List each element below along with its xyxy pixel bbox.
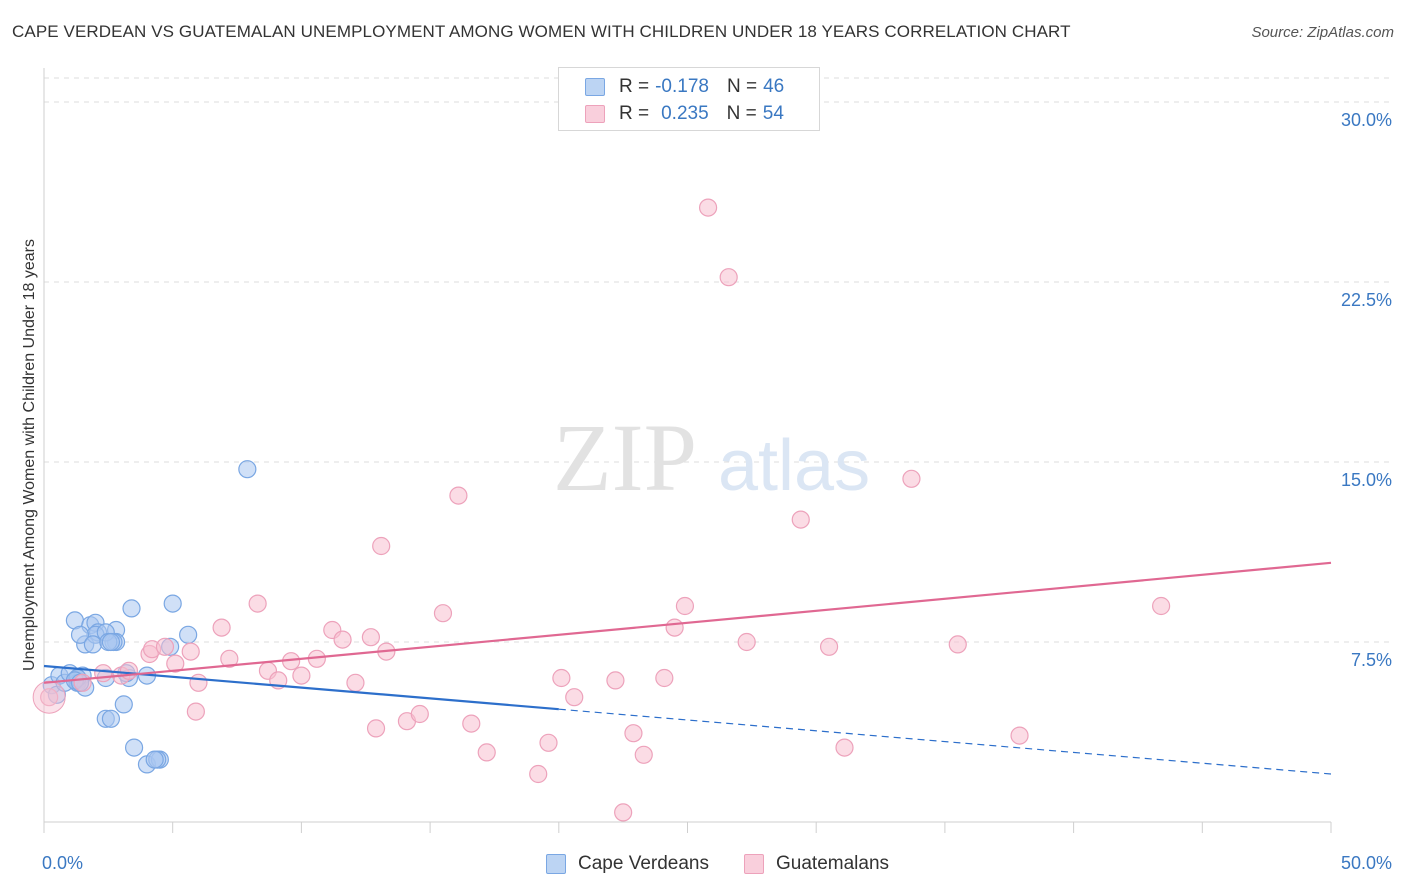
series-legend-guatemalans: Guatemalans <box>744 852 889 876</box>
trend-line-cape-verdeans-projection <box>558 708 1332 775</box>
data-point <box>101 632 121 652</box>
data-point <box>119 661 139 680</box>
data-point <box>114 695 133 714</box>
data-point <box>433 604 453 623</box>
trend-line-guatemalans <box>43 561 1332 684</box>
data-point-large <box>32 680 66 714</box>
data-point <box>791 510 810 529</box>
legend-n-value: 46 <box>763 76 785 97</box>
legend-r-value: -0.178 <box>655 76 709 97</box>
data-point <box>366 719 386 738</box>
y-tick-label: 30.0% <box>1340 110 1392 130</box>
legend-r-label: R = <box>619 103 650 124</box>
data-point <box>155 637 175 656</box>
data-point <box>624 724 643 743</box>
data-point <box>410 704 429 724</box>
data-point <box>698 198 718 217</box>
data-point <box>552 668 571 688</box>
legend-row-guatemalans: R = 0.235 N = 54 <box>585 102 784 126</box>
data-point <box>186 702 205 721</box>
data-point <box>655 668 674 688</box>
data-point <box>145 750 164 769</box>
data-point <box>212 618 231 637</box>
data-point <box>665 618 684 637</box>
data-point <box>462 714 481 733</box>
data-point <box>1152 596 1171 616</box>
data-point <box>181 642 200 661</box>
data-point <box>94 664 113 683</box>
data-point <box>83 635 103 654</box>
y-axis-label: Unemployment Among Women with Children U… <box>21 239 38 671</box>
watermark-zip: ZIP <box>553 404 697 511</box>
trend-line-cape-verdeans <box>43 664 559 711</box>
data-point <box>361 628 380 647</box>
data-point <box>737 632 756 652</box>
correlation-legend: R = -0.178 N = 46 R = 0.235 N = 54 <box>558 67 820 131</box>
data-point <box>675 596 695 616</box>
data-point <box>614 803 633 822</box>
series-swatch-pink <box>744 854 764 874</box>
legend-swatch-blue <box>585 78 605 96</box>
data-point <box>372 536 391 556</box>
x-tick-label: 0.0% <box>42 853 84 873</box>
y-tick-label: 7.5% <box>1350 650 1392 670</box>
trend-lines <box>43 561 1332 775</box>
legend-r-value: 0.235 <box>661 103 709 124</box>
legend-swatch-pink <box>585 105 605 123</box>
data-point <box>634 745 653 764</box>
data-point <box>122 599 141 618</box>
source-label: Source: ZipAtlas.com <box>1251 24 1394 41</box>
x-tick-label: 50.0% <box>1340 853 1392 873</box>
data-point <box>333 630 352 649</box>
data-point <box>1010 726 1029 745</box>
data-point <box>902 469 921 488</box>
data-point <box>220 649 239 668</box>
legend-n-value: 54 <box>762 103 784 124</box>
data-point <box>163 594 182 613</box>
series-legend-cape-verdeans: Cape Verdeans <box>546 852 709 876</box>
gridlines <box>44 77 1391 643</box>
data-point <box>819 637 839 656</box>
data-point <box>948 635 967 654</box>
legend-row-cape-verdeans: R = -0.178 N = 46 <box>585 75 784 99</box>
watermark-atlas: atlas <box>718 426 870 506</box>
data-point <box>477 743 496 762</box>
series-guatemalans <box>40 198 1171 822</box>
data-point <box>449 486 468 505</box>
data-point <box>124 738 144 757</box>
data-point <box>606 671 625 690</box>
data-points <box>32 198 1171 822</box>
series-name-guatemalans: Guatemalans <box>776 853 890 874</box>
data-point <box>73 673 92 692</box>
y-tick-label: 22.5% <box>1340 290 1392 310</box>
data-point <box>40 688 59 707</box>
data-point <box>292 666 311 685</box>
series-cape-verdeans <box>42 460 257 774</box>
data-point <box>248 594 267 613</box>
data-point <box>179 625 198 644</box>
data-point <box>565 688 584 707</box>
data-point <box>346 673 365 692</box>
y-tick-label: 15.0% <box>1340 470 1392 490</box>
data-point <box>835 738 854 757</box>
legend-r-label: R = <box>619 76 650 97</box>
data-point <box>70 625 90 644</box>
data-point <box>529 764 548 784</box>
legend-n-label: N = <box>726 76 758 97</box>
data-point <box>189 673 208 692</box>
data-point <box>539 733 558 752</box>
data-point <box>101 709 121 728</box>
legend-n-label: N = <box>726 103 757 124</box>
series-swatch-blue <box>546 854 566 874</box>
watermark: ZIP atlas <box>553 404 870 511</box>
chart-title: CAPE VERDEAN VS GUATEMALAN UNEMPLOYMENT … <box>12 22 1071 41</box>
data-point <box>238 460 257 479</box>
data-point <box>166 654 185 673</box>
data-point <box>719 268 738 287</box>
series-name-cape-verdeans: Cape Verdeans <box>578 853 709 874</box>
